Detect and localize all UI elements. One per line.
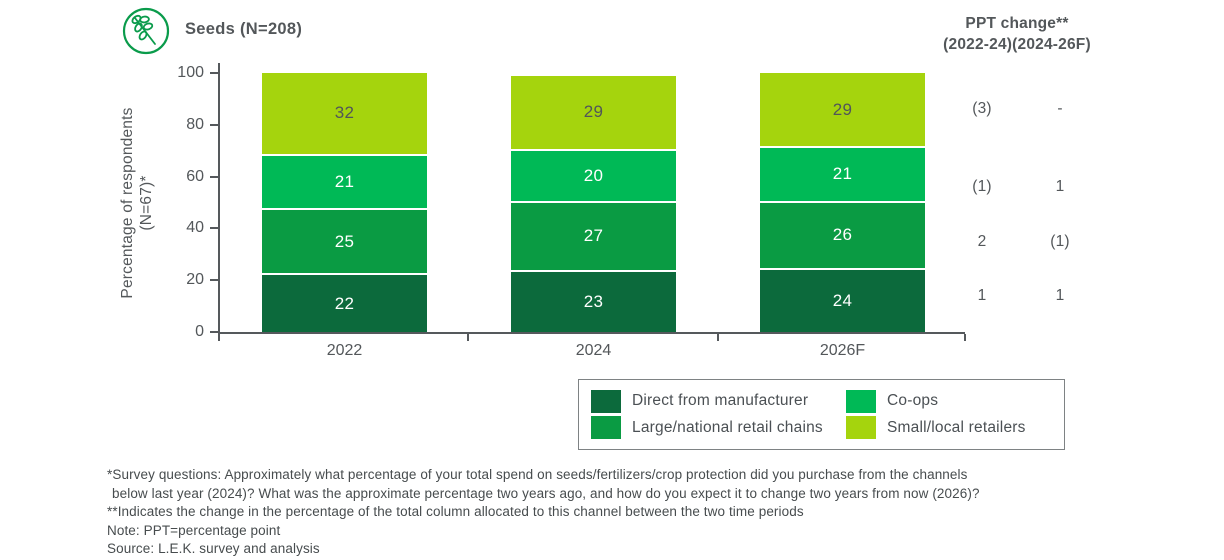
seedling-branch-icon xyxy=(121,6,171,56)
x-category-label: 2024 xyxy=(575,342,612,359)
y-tick-mark xyxy=(210,123,218,126)
bar-segment: 29 xyxy=(760,73,925,149)
y-axis-label-line1: Percentage of respondents xyxy=(119,107,136,299)
y-axis-label: Percentage of respondents (N=67)* xyxy=(118,53,156,353)
footnote-line: *Survey questions: Approximately what pe… xyxy=(107,467,968,482)
ppt-change-title: PPT change** xyxy=(965,15,1069,32)
ppt-change-header: PPT change** (2022-24)(2024-26F) xyxy=(901,13,1133,55)
y-tick-mark xyxy=(210,331,218,333)
y-tick-mark xyxy=(210,227,218,230)
footnotes: *Survey questions: Approximately what pe… xyxy=(107,466,1187,559)
legend-swatch xyxy=(591,389,621,413)
bar-segment: 25 xyxy=(262,210,427,276)
page-title: Seeds (N=208) xyxy=(185,20,303,38)
legend-label: Large/national retail chains xyxy=(632,418,823,436)
x-tick-mark xyxy=(218,334,220,341)
y-tick-mark xyxy=(210,175,218,178)
legend-item: Co-ops xyxy=(846,389,1056,413)
bar-segment: 27 xyxy=(511,202,676,273)
bar-segment: 20 xyxy=(511,150,676,203)
y-tick-label: 100 xyxy=(177,64,204,81)
ppt-change-value: 1 xyxy=(977,287,987,304)
ppt-change-value: 1 xyxy=(1055,287,1065,304)
bar-segment: 21 xyxy=(262,155,427,211)
stacked-bar-2024: 23 27 20 29 xyxy=(511,75,676,332)
bar-segment: 32 xyxy=(262,73,427,156)
ppt-change-value: (1) xyxy=(1050,233,1070,250)
y-tick-label: 20 xyxy=(186,271,204,289)
bar-segment: 29 xyxy=(511,75,676,151)
bar-segment: 22 xyxy=(262,275,427,332)
y-tick-label: 40 xyxy=(186,219,204,237)
ppt-change-periods: (2022-24)(2024-26F) xyxy=(943,36,1091,53)
ppt-change-value: 2 xyxy=(977,233,987,250)
y-tick-label: 0 xyxy=(195,323,204,340)
ppt-change-value: 1 xyxy=(1055,178,1065,195)
stacked-bar-2022: 22 25 21 32 xyxy=(262,73,427,332)
y-tick-label: 80 xyxy=(186,115,204,133)
y-tick-label: 60 xyxy=(186,167,204,185)
legend-swatch xyxy=(846,389,876,413)
legend-item: Direct from manufacturer xyxy=(591,389,846,413)
legend-swatch xyxy=(846,416,876,440)
legend: Direct from manufacturer Co-ops Large/nati… xyxy=(578,379,1065,450)
bar-segment: 24 xyxy=(760,269,925,332)
y-tick-mark xyxy=(210,279,218,282)
footnote-line: **Indicates the change in the percentage… xyxy=(107,504,804,520)
x-category-label: 2022 xyxy=(326,342,363,359)
x-tick-mark xyxy=(717,334,719,341)
legend-label: Small/local retailers xyxy=(887,418,1026,436)
y-tick-mark xyxy=(210,72,218,74)
legend-label: Direct from manufacturer xyxy=(632,392,809,410)
plot-area: 0 20 40 60 80 100 22 25 21 32 2022 23 27 20 29 2024 24 26… xyxy=(177,63,966,359)
ppt-change-value: (1) xyxy=(972,178,992,195)
x-tick-mark xyxy=(467,334,469,341)
x-category-label: 2026F xyxy=(819,342,866,359)
legend-item: Large/national retail chains xyxy=(591,416,846,440)
ppt-change-value: (3) xyxy=(972,100,992,117)
y-axis-label-line2: (N=67)* xyxy=(138,175,155,231)
ppt-change-value: - xyxy=(1057,100,1063,117)
bar-segment: 21 xyxy=(760,148,925,203)
legend-label: Co-ops xyxy=(887,392,939,410)
legend-item: Small/local retailers xyxy=(846,416,1056,440)
footnote-line: below last year (2024)? What was the app… xyxy=(112,485,980,501)
footnote-line: Note: PPT=percentage point xyxy=(107,522,281,538)
bar-segment: 23 xyxy=(511,272,676,332)
legend-swatch xyxy=(591,416,621,440)
x-tick-mark xyxy=(964,334,966,341)
bar-segment: 26 xyxy=(760,202,925,270)
y-axis-line xyxy=(218,63,220,334)
x-axis-line xyxy=(218,332,965,334)
footnote-line: Source: L.E.K. survey and analysis xyxy=(107,541,320,557)
stacked-bar-2026F: 24 26 21 29 xyxy=(760,73,925,332)
